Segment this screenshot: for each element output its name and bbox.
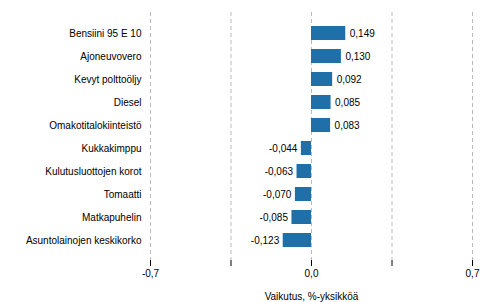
svg-text:Diesel: Diesel	[114, 97, 142, 108]
svg-text:Kukkakimppu: Kukkakimppu	[81, 143, 141, 154]
svg-text:Bensiini 95 E 10: Bensiini 95 E 10	[69, 28, 142, 39]
svg-text:0,083: 0,083	[335, 120, 360, 131]
svg-text:Omakotitalokiinteistö: Omakotitalokiinteistö	[49, 120, 142, 131]
svg-text:-0,085: -0,085	[260, 212, 289, 223]
svg-text:Kulutusluottojen korot: Kulutusluottojen korot	[45, 166, 141, 177]
svg-text:Matkapuhelin: Matkapuhelin	[82, 212, 141, 223]
svg-text:0,0: 0,0	[305, 268, 319, 279]
svg-text:Tomaatti: Tomaatti	[104, 189, 142, 200]
svg-text:Vaikutus, %-yksikköä: Vaikutus, %-yksikköä	[265, 291, 359, 302]
svg-text:0,149: 0,149	[350, 28, 375, 39]
svg-text:0,7: 0,7	[466, 268, 480, 279]
svg-text:-0,063: -0,063	[265, 166, 294, 177]
svg-text:0,092: 0,092	[337, 74, 362, 85]
svg-text:-0,7: -0,7	[142, 268, 160, 279]
svg-text:Asuntolainojen keskikorko: Asuntolainojen keskikorko	[26, 235, 142, 246]
svg-text:-0,044: -0,044	[269, 143, 298, 154]
svg-text:0,085: 0,085	[335, 97, 360, 108]
svg-text:0,130: 0,130	[345, 51, 370, 62]
svg-text:Ajoneuvovero: Ajoneuvovero	[80, 51, 142, 62]
svg-text:-0,123: -0,123	[251, 235, 280, 246]
svg-text:Kevyt polttoöljy: Kevyt polttoöljy	[74, 74, 141, 85]
svg-text:-0,070: -0,070	[263, 189, 292, 200]
